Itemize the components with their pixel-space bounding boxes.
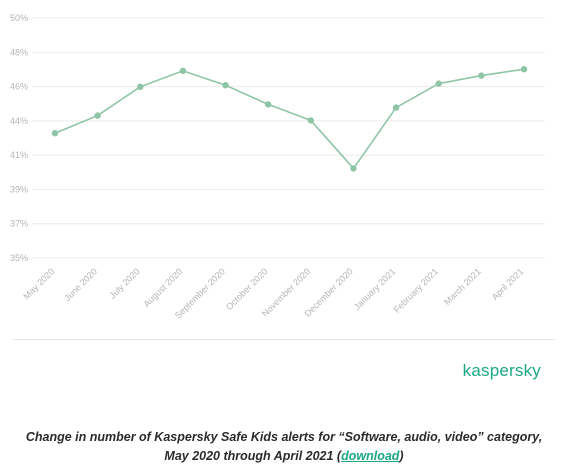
series-line <box>54 68 525 170</box>
x-tick-label: February 2021 <box>392 266 440 314</box>
data-point <box>51 130 59 137</box>
data-point <box>222 82 229 89</box>
data-point <box>435 80 442 87</box>
x-tick-label: April 2021 <box>490 266 526 302</box>
data-point <box>307 117 315 124</box>
chart-caption: Change in number of Kaspersky Safe Kids … <box>0 428 568 466</box>
y-tick-label: 44% <box>10 116 28 126</box>
data-point <box>350 165 357 172</box>
kaspersky-logo: kaspersky <box>462 361 541 380</box>
x-tick-label: May 2020 <box>21 266 56 301</box>
data-point <box>94 112 101 119</box>
x-tick-label: June 2020 <box>62 266 99 303</box>
y-tick-label: 39% <box>10 184 28 194</box>
y-axis-ticks: 50% 48% 46% 44% 41% 39% 37% 35% <box>10 13 28 263</box>
caption-line-2-suffix: ) <box>399 449 404 463</box>
data-point <box>392 104 400 111</box>
y-tick-label: 50% <box>10 13 28 23</box>
y-tick-label: 46% <box>10 82 28 92</box>
download-link[interactable]: download <box>341 449 400 463</box>
data-point <box>137 83 144 91</box>
gridlines <box>32 17 545 259</box>
x-tick-label: July 2020 <box>107 266 141 300</box>
data-point <box>179 67 187 75</box>
y-tick-label: 35% <box>10 253 28 263</box>
line-chart: 50% 48% 46% 44% 41% 39% 37% 35% May 2020 June 20… <box>10 13 545 320</box>
data-points <box>51 66 528 172</box>
y-tick-label: 41% <box>10 150 28 160</box>
caption-line-1: Change in number of Kaspersky Safe Kids … <box>25 430 543 444</box>
data-point <box>520 66 528 73</box>
x-tick-label: October 2020 <box>224 266 270 312</box>
x-axis-ticks: May 2020 June 2020 July 2020 August 2020Sep… <box>21 266 525 320</box>
y-tick-label: 48% <box>10 47 28 57</box>
x-tick-label: March 2021 <box>442 266 483 307</box>
y-tick-label: 37% <box>10 219 28 229</box>
x-tick-label: January 2021 <box>352 266 398 312</box>
data-point <box>264 101 272 108</box>
x-tick-label: August 2020 <box>142 266 185 309</box>
data-point <box>478 72 485 79</box>
caption-line-2-prefix: May 2020 through April 2021 ( <box>164 449 342 463</box>
divider <box>12 339 556 340</box>
